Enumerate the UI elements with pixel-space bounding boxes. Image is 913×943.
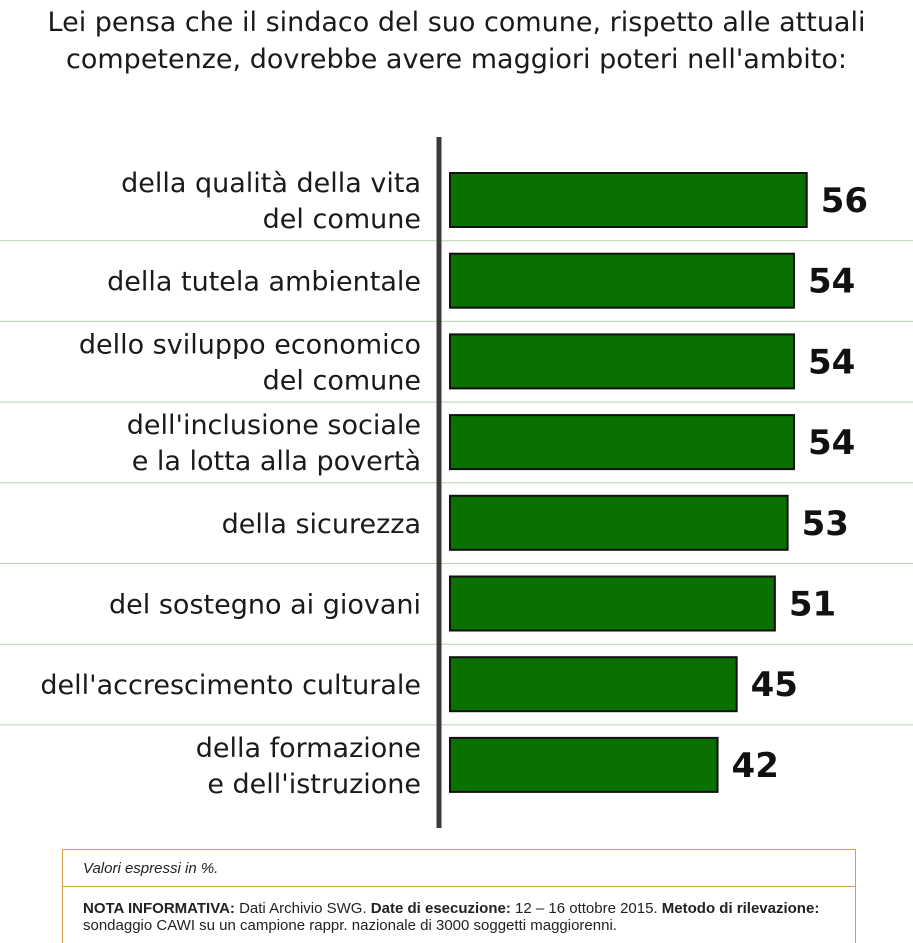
data-label: 42 bbox=[732, 746, 779, 786]
bar bbox=[449, 414, 795, 471]
date-text: 12 – 16 ottobre 2015. bbox=[510, 900, 662, 917]
category-label: dello sviluppo economico bbox=[79, 329, 421, 360]
data-label: 56 bbox=[821, 181, 868, 221]
data-label: 54 bbox=[808, 423, 855, 463]
category-label: della qualità della vita bbox=[121, 168, 421, 199]
category-label: e dell'istruzione bbox=[207, 769, 421, 800]
bar-chart: 56 della qualità della vita del comune 54 de… bbox=[0, 137, 913, 828]
nota-label: NOTA INFORMATIVA: bbox=[83, 900, 235, 917]
chart-title-line: competenze, dovrebbe avere maggiori pote… bbox=[66, 44, 847, 75]
nota-text: Dati Archivio SWG. bbox=[234, 900, 371, 917]
bar bbox=[449, 656, 738, 713]
units-note: Valori espressi in %. bbox=[83, 860, 219, 877]
data-label: 51 bbox=[789, 585, 836, 625]
category-label: del comune bbox=[263, 365, 421, 396]
category-label: della formazione bbox=[196, 733, 421, 764]
chart-title-line: Lei pensa che il sindaco del suo comune,… bbox=[47, 7, 866, 38]
bar bbox=[449, 736, 719, 793]
category-label: dell'inclusione sociale bbox=[127, 410, 421, 441]
category-label: della sicurezza bbox=[222, 509, 421, 540]
category-label: dell'accrescimento culturale bbox=[40, 670, 421, 701]
data-label: 45 bbox=[751, 665, 798, 705]
bar bbox=[449, 575, 776, 632]
bar bbox=[449, 252, 795, 309]
bar bbox=[449, 333, 795, 390]
chart-title: Lei pensa che il sindaco del suo comune,… bbox=[0, 4, 913, 78]
category-label: della tutela ambientale bbox=[107, 267, 421, 298]
category-label: e la lotta alla povertà bbox=[132, 446, 421, 477]
metodo-label: Metodo di rilevazione: bbox=[661, 900, 820, 917]
note-divider bbox=[63, 886, 855, 887]
category-label: del comune bbox=[263, 204, 421, 235]
bar bbox=[449, 172, 808, 228]
note-box: Valori espressi in %. NOTA INFORMATIVA: … bbox=[62, 849, 856, 943]
data-label: 54 bbox=[808, 342, 855, 382]
nota-informativa: NOTA INFORMATIVA: Dati Archivio SWG. Dat… bbox=[83, 900, 843, 934]
data-label: 54 bbox=[808, 262, 855, 302]
data-label: 53 bbox=[802, 504, 849, 544]
metodo-text: sondaggio CAWI su un campione rappr. naz… bbox=[83, 917, 617, 934]
date-label: Date di esecuzione: bbox=[370, 900, 511, 917]
category-label: del sostegno ai giovani bbox=[109, 590, 421, 621]
bar bbox=[449, 494, 789, 551]
